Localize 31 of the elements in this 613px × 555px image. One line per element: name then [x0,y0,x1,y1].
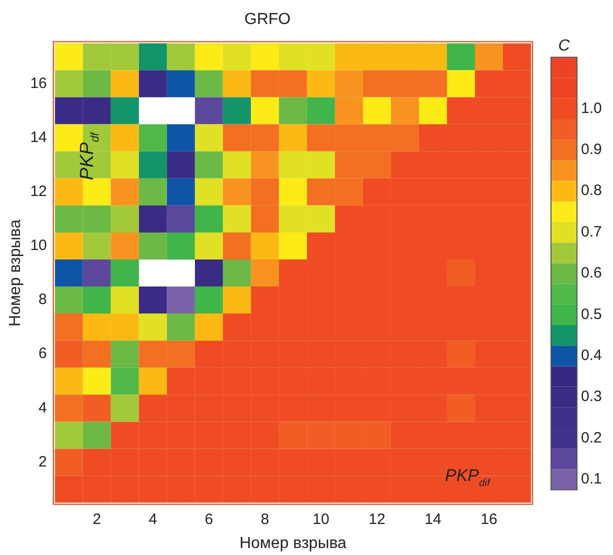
x-tick-label: 2 [92,510,102,528]
x-tick-label: 6 [204,510,214,528]
x-axis-title: Номер взрыва [239,534,347,552]
x-tick-label: 16 [480,510,498,528]
color-bar-label: 0.9 [581,141,602,158]
color-bar-label: 0.5 [581,306,602,323]
y-tick-label: 8 [38,291,47,308]
color-bar-label: 0.8 [581,182,602,200]
color-bar-label: 0.3 [581,388,602,406]
y-tick-label: 14 [30,128,47,146]
color-bar-label: 1.0 [581,100,602,117]
y-tick-label: 6 [38,345,47,362]
color-bar-label: 0.1 [581,470,602,488]
x-tick-label: 14 [424,510,442,528]
x-tick-label: 12 [368,510,386,528]
x-tick-label: 8 [260,510,270,528]
x-tick-label: 10 [312,510,330,528]
y-tick-label: 16 [30,74,47,92]
y-axis-title: Номер взрыва [7,219,24,326]
y-tick-label: 12 [30,183,47,200]
y-tick-label: 10 [30,237,47,254]
color-bar-label: 0.2 [581,429,602,446]
chart-title: GRFO [244,11,291,28]
color-bar-label: 0.7 [581,223,602,240]
color-bar-title: C [558,38,570,55]
color-bar-label: 0.6 [581,264,602,282]
y-tick-label: 2 [38,453,47,470]
color-bar-label: 0.4 [581,347,602,364]
annotation: PKPdf [76,130,102,180]
x-tick-label: 4 [148,510,158,528]
y-tick-label: 4 [38,399,47,416]
